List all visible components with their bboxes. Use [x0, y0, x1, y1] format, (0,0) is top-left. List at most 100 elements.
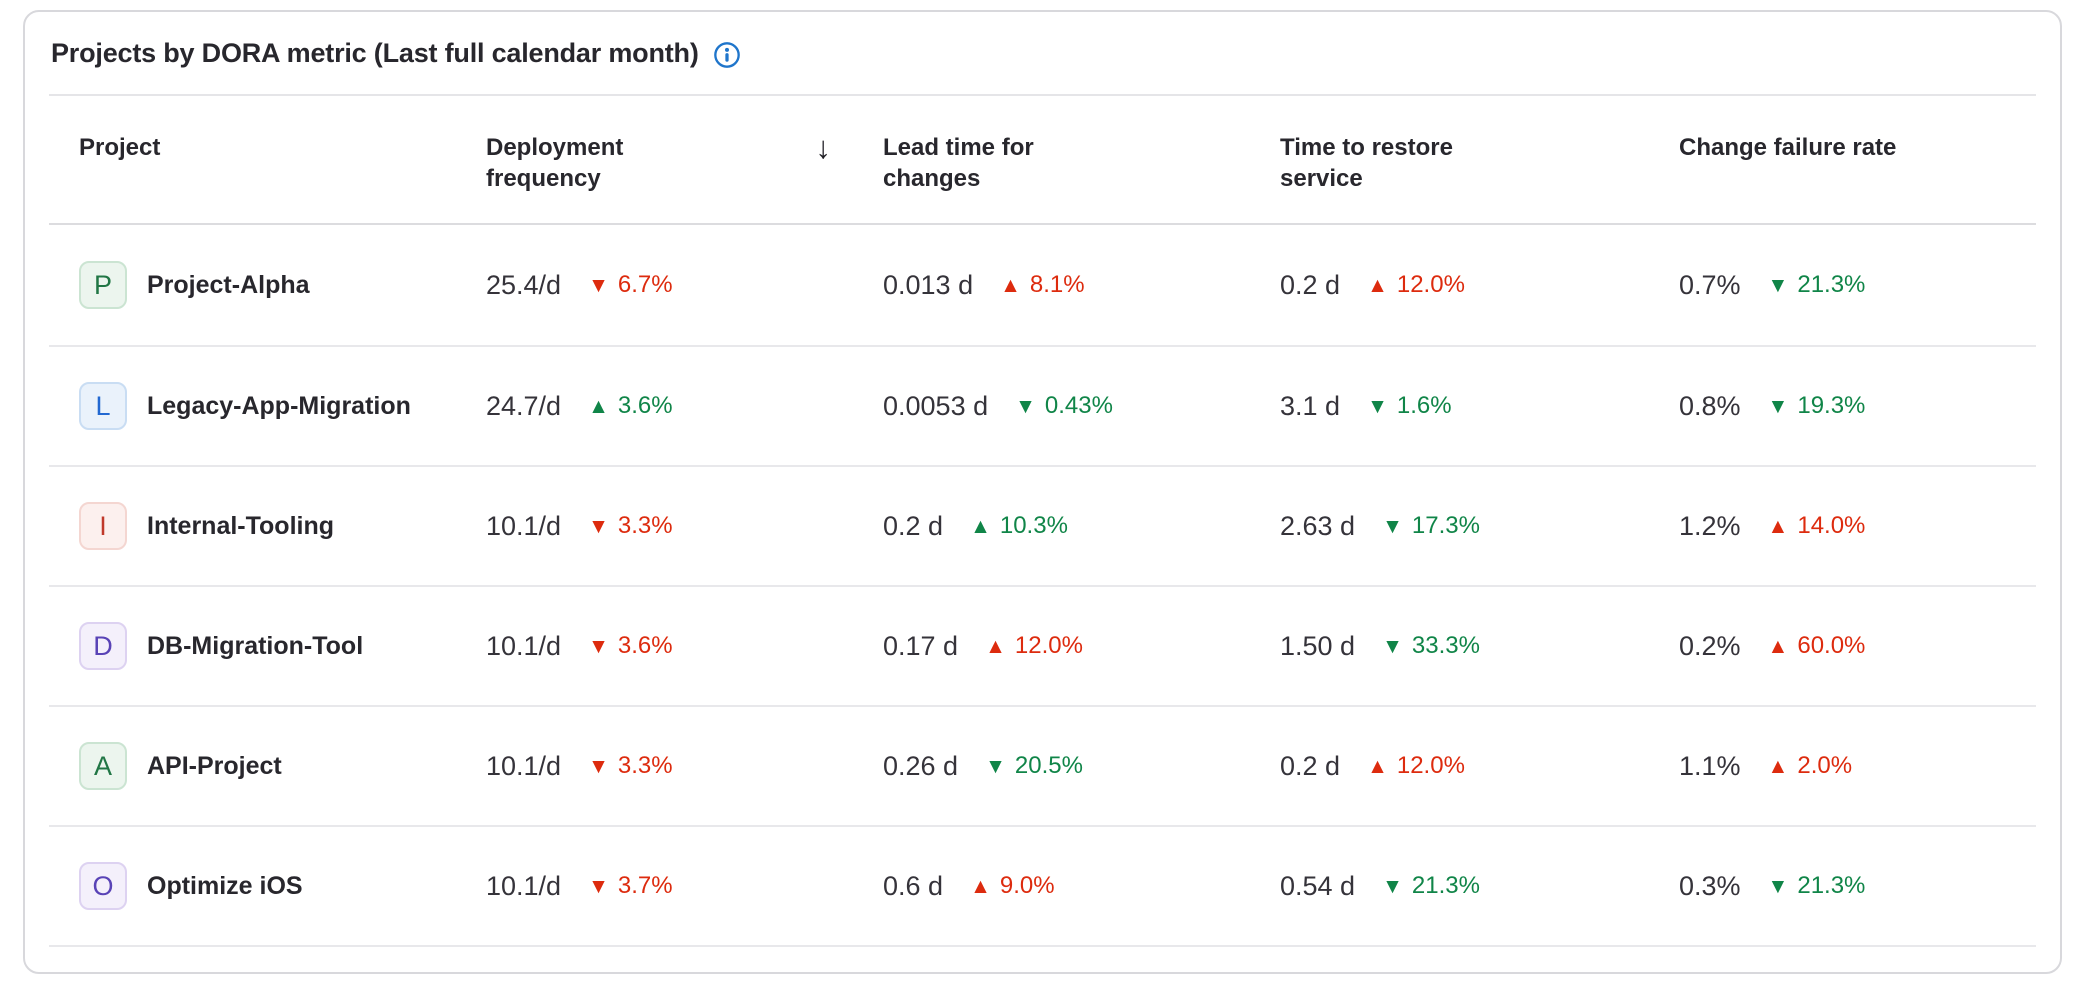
- sort-descending-icon[interactable]: ↓: [815, 130, 832, 165]
- trend-percent: 8.1%: [1029, 271, 1085, 298]
- metric-cell-deployment-frequency: 10.1/d ▼ 3.3%: [486, 511, 883, 542]
- trend-indicator: ▼ 3.3%: [588, 752, 673, 780]
- table-row: A API-Project 10.1/d ▼ 3.3% 0.26 d ▼ 20.…: [49, 705, 2036, 825]
- trend-up-icon: ▲: [970, 874, 991, 898]
- metric-value: 24.7/d: [486, 390, 562, 421]
- trend-percent: 33.3%: [1411, 632, 1480, 659]
- info-icon[interactable]: [713, 41, 741, 69]
- column-header-lead-time[interactable]: Lead time for changes: [883, 96, 1280, 223]
- metric-value: 10.1/d: [486, 750, 562, 781]
- column-header-change-failure-rate[interactable]: Change failure rate: [1679, 96, 2036, 223]
- trend-percent: 12.0%: [1396, 752, 1465, 779]
- trend-up-icon: ▲: [1000, 273, 1021, 297]
- metric-cell-deployment-frequency: 10.1/d ▼ 3.3%: [486, 751, 883, 782]
- metric-cell-time-to-restore: 0.54 d ▼ 21.3%: [1280, 871, 1679, 902]
- trend-up-icon: ▲: [1767, 514, 1789, 538]
- trend-indicator: ▼ 20.5%: [985, 752, 1083, 780]
- metric-value: 0.3%: [1679, 870, 1741, 901]
- project-cell: A API-Project: [49, 742, 486, 790]
- trend-down-icon: ▼: [1382, 874, 1403, 898]
- metric-value: 0.0053 d: [883, 390, 989, 421]
- metric-cell-time-to-restore: 1.50 d ▼ 33.3%: [1280, 631, 1679, 662]
- trend-indicator: ▼ 33.3%: [1382, 632, 1480, 660]
- project-avatar[interactable]: P: [79, 261, 127, 309]
- project-avatar[interactable]: L: [79, 382, 127, 430]
- trend-percent: 3.7%: [617, 872, 673, 899]
- trend-down-icon: ▼: [588, 273, 609, 297]
- project-name[interactable]: API-Project: [147, 751, 282, 780]
- trend-percent: 21.3%: [1797, 271, 1866, 298]
- trend-down-icon: ▼: [1767, 394, 1789, 418]
- trend-percent: 3.6%: [617, 632, 673, 659]
- metric-value: 1.2%: [1679, 510, 1741, 541]
- trend-percent: 21.3%: [1797, 872, 1866, 899]
- trend-indicator: ▲ 9.0%: [970, 872, 1055, 900]
- metric-value: 0.2 d: [1280, 269, 1341, 300]
- trend-indicator: ▼ 17.3%: [1382, 512, 1480, 540]
- column-header-deployment-frequency[interactable]: Deployment frequency ↓: [486, 96, 883, 223]
- trend-indicator: ▼ 1.6%: [1367, 392, 1452, 420]
- trend-down-icon: ▼: [1767, 874, 1789, 898]
- project-name[interactable]: DB-Migration-Tool: [147, 631, 364, 660]
- trend-down-icon: ▼: [1015, 394, 1036, 418]
- metric-cell-deployment-frequency: 10.1/d ▼ 3.7%: [486, 871, 883, 902]
- project-name[interactable]: Optimize iOS: [147, 871, 303, 900]
- trend-percent: 19.3%: [1797, 392, 1866, 419]
- project-avatar[interactable]: D: [79, 622, 127, 670]
- metric-value: 0.6 d: [883, 870, 944, 901]
- trend-percent: 3.3%: [617, 512, 673, 539]
- trend-percent: 21.3%: [1411, 872, 1480, 899]
- metric-value: 1.50 d: [1280, 630, 1356, 661]
- column-header-label: Change failure rate: [1679, 134, 1897, 161]
- trend-indicator: ▼ 3.6%: [588, 632, 673, 660]
- trend-percent: 12.0%: [1396, 271, 1465, 298]
- column-header-label: Time to restore service: [1280, 134, 1453, 192]
- project-avatar[interactable]: I: [79, 502, 127, 550]
- trend-down-icon: ▼: [588, 634, 609, 658]
- table-body: P Project-Alpha 25.4/d ▼ 6.7% 0.013 d ▲ …: [49, 225, 2036, 947]
- metric-value: 10.1/d: [486, 870, 562, 901]
- trend-percent: 12.0%: [1014, 632, 1083, 659]
- trend-indicator: ▲ 3.6%: [588, 392, 673, 420]
- metric-value: 0.8%: [1679, 390, 1741, 421]
- table-row: P Project-Alpha 25.4/d ▼ 6.7% 0.013 d ▲ …: [49, 225, 2036, 345]
- metric-value: 25.4/d: [486, 269, 562, 300]
- trend-percent: 17.3%: [1411, 512, 1480, 539]
- card-header: Projects by DORA metric (Last full calen…: [49, 12, 2036, 96]
- trend-indicator: ▲ 14.0%: [1768, 512, 1866, 540]
- trend-up-icon: ▲: [985, 634, 1006, 658]
- metric-value: 3.1 d: [1280, 390, 1341, 421]
- metric-cell-deployment-frequency: 24.7/d ▲ 3.6%: [486, 391, 883, 422]
- metric-cell-lead-time: 0.17 d ▲ 12.0%: [883, 631, 1280, 662]
- column-header-time-to-restore[interactable]: Time to restore service: [1280, 96, 1679, 223]
- trend-up-icon: ▲: [588, 394, 609, 418]
- project-name[interactable]: Project-Alpha: [147, 270, 310, 299]
- project-avatar[interactable]: A: [79, 742, 127, 790]
- metric-cell-change-failure-rate: 0.3% ▼ 21.3%: [1679, 871, 2036, 902]
- metric-value: 0.7%: [1679, 269, 1741, 300]
- trend-indicator: ▲ 12.0%: [1367, 752, 1465, 780]
- trend-indicator: ▲ 12.0%: [1367, 271, 1465, 299]
- project-cell: L Legacy-App-Migration: [49, 382, 486, 430]
- trend-percent: 0.43%: [1044, 392, 1113, 419]
- project-cell: D DB-Migration-Tool: [49, 622, 486, 670]
- project-cell: P Project-Alpha: [49, 261, 486, 309]
- column-header-project[interactable]: Project: [49, 96, 486, 223]
- trend-up-icon: ▲: [1767, 634, 1789, 658]
- metric-value: 10.1/d: [486, 510, 562, 541]
- trend-indicator: ▼ 3.3%: [588, 512, 673, 540]
- metric-cell-time-to-restore: 0.2 d ▲ 12.0%: [1280, 270, 1679, 301]
- metric-value: 0.54 d: [1280, 870, 1356, 901]
- table-row: O Optimize iOS 10.1/d ▼ 3.7% 0.6 d ▲ 9.0…: [49, 825, 2036, 945]
- table-row: L Legacy-App-Migration 24.7/d ▲ 3.6% 0.0…: [49, 345, 2036, 465]
- trend-indicator: ▲ 10.3%: [970, 512, 1068, 540]
- project-name[interactable]: Legacy-App-Migration: [147, 391, 411, 420]
- project-name[interactable]: Internal-Tooling: [147, 511, 335, 540]
- trend-percent: 1.6%: [1396, 392, 1452, 419]
- trend-percent: 20.5%: [1014, 752, 1083, 779]
- metric-cell-time-to-restore: 3.1 d ▼ 1.6%: [1280, 391, 1679, 422]
- trend-down-icon: ▼: [588, 514, 609, 538]
- trend-indicator: ▲ 8.1%: [1000, 271, 1085, 299]
- metric-cell-change-failure-rate: 1.2% ▲ 14.0%: [1679, 511, 2036, 542]
- project-avatar[interactable]: O: [79, 862, 127, 910]
